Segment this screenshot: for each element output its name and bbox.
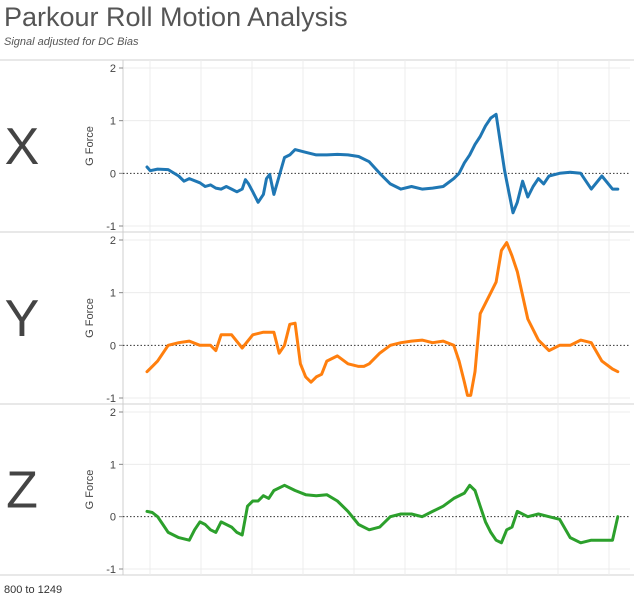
panel-label: Y xyxy=(5,290,40,348)
y-tick-label: 0 xyxy=(110,340,116,352)
y-tick-label: 2 xyxy=(110,407,116,419)
y-tick-label: 0 xyxy=(110,512,116,524)
series-line-z xyxy=(145,483,620,545)
series-line-y xyxy=(145,241,620,397)
chart-panel-y: -1 0 1 2 G Force Y xyxy=(5,232,630,405)
page-title: Parkour Roll Motion Analysis xyxy=(4,2,348,32)
motion-chart: -1 0 1 2 G Force X -1 0 1 2 G Force Y -1 0 1 2 G Force Z xyxy=(0,59,634,576)
panel-label: Z xyxy=(6,462,38,520)
page-subtitle: Signal adjusted for DC Bias xyxy=(4,36,139,48)
chart-panel-x: -1 0 1 2 G Force X xyxy=(5,60,630,233)
y-tick-label: 1 xyxy=(110,288,116,300)
y-tick-label: 0 xyxy=(110,168,116,180)
range-footer: 800 to 1249 xyxy=(4,584,63,596)
y-tick-label: -1 xyxy=(106,393,116,405)
y-axis-label: G Force xyxy=(84,126,96,166)
y-tick-label: 1 xyxy=(110,116,116,128)
y-tick-label: -1 xyxy=(106,564,116,576)
panel-label: X xyxy=(5,118,40,176)
y-tick-label: 2 xyxy=(110,235,116,247)
y-tick-label: -1 xyxy=(106,221,116,233)
series-line-x xyxy=(145,112,620,215)
y-tick-label: 2 xyxy=(110,63,116,75)
y-tick-label: 1 xyxy=(110,459,116,471)
y-axis-label: G Force xyxy=(84,298,96,338)
chart-panel-z: -1 0 1 2 G Force Z xyxy=(6,404,630,576)
y-axis-label: G Force xyxy=(84,470,96,510)
